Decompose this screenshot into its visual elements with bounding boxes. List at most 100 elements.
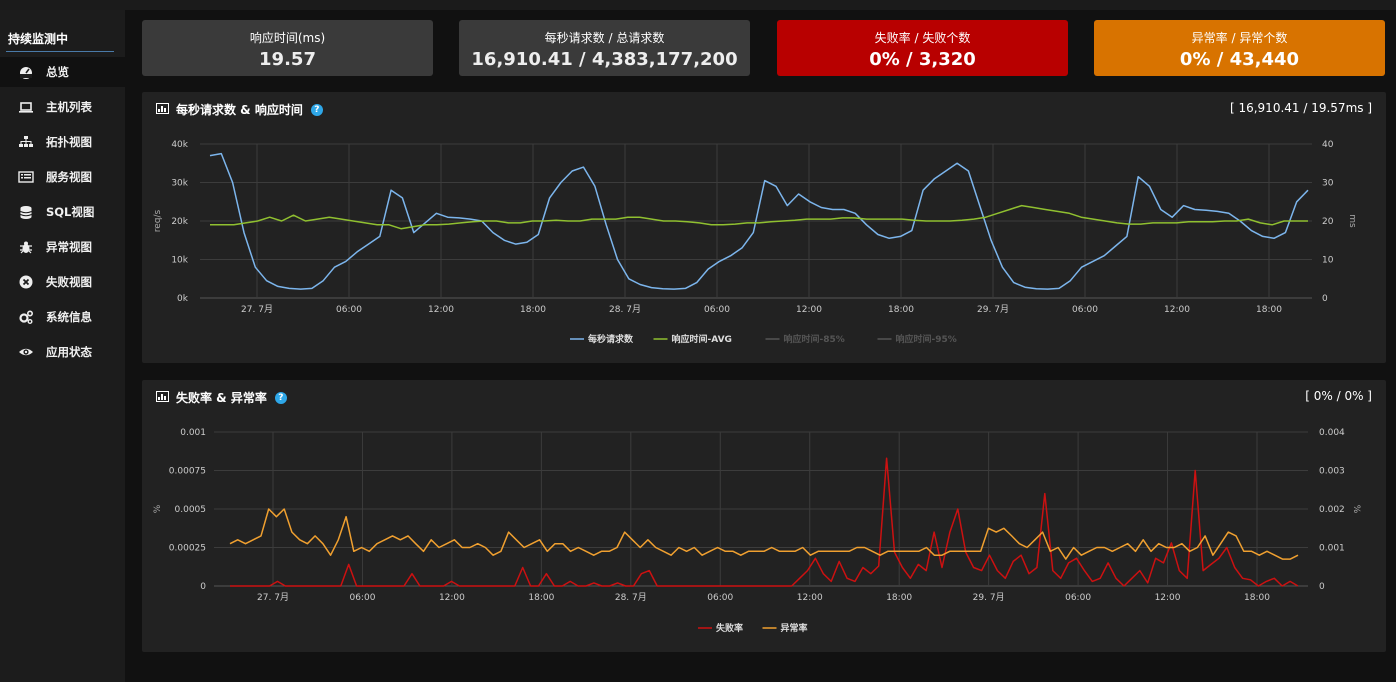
y-left-tick-label: 0k [177,294,189,304]
stat-label: 响应时间(ms) [249,31,326,45]
x-tick-label: 06:00 [1072,305,1098,315]
y-right-tick-label: 10 [1322,256,1334,266]
help-icon[interactable]: ? [310,103,323,116]
x-tick-label: 18:00 [1244,593,1270,603]
error-rate-chart: 0 0 0.00025 0.001 0.0005 0.002 0.00075 0.003 0.0… [153,428,1361,634]
y-left-axis-title: % [153,504,163,513]
y-right-tick-label: 40 [1322,140,1334,150]
y-right-tick-label: 0.001 [1319,544,1345,554]
chart-icon [156,102,169,117]
x-tick-label: 06:00 [707,593,733,603]
sidebar-item-0[interactable]: 总览 [0,57,125,87]
panel-title-text: 每秒请求数 & 响应时间 [176,103,303,117]
sidebar-item-label: 总览 [46,65,69,79]
error-rate-panel: 0 0 0.00025 0.001 0.0005 0.002 0.00075 0.003 0.0… [142,380,1386,652]
sidebar-item-1[interactable]: 主机列表 [0,92,125,122]
sidebar-item-label: 服务视图 [46,170,92,184]
y-right-tick-label: 0 [1322,294,1328,304]
x-tick-label: 28. 7月 [615,592,647,603]
legend-label: 响应时间-AVG [672,333,732,345]
sidebar-item-label: SQL视图 [46,205,95,219]
sidebar-item-5[interactable]: 异常视图 [0,232,125,262]
panel-summary: [ 0% / 0% ] [1305,389,1372,403]
x-tick-label: 18:00 [520,305,546,315]
x-tick-label: 29. 7月 [977,304,1009,315]
y-left-tick-label: 40k [171,140,188,150]
sidebar-item-3[interactable]: 服务视图 [0,162,125,192]
y-left-tick-label: 0.00075 [169,467,206,477]
series-line-1 [229,508,1299,560]
y-right-axis-title: ms [1347,214,1357,228]
x-circle-icon [18,274,34,290]
database-icon [18,204,34,220]
stat-value: 19.57 [259,49,316,70]
x-tick-label: 27. 7月 [241,304,273,315]
y-left-tick-label: 10k [171,256,188,266]
y-right-tick-label: 0.004 [1319,428,1345,438]
stat-label: 每秒请求数 / 总请求数 [544,31,665,45]
sidebar-item-7[interactable]: 系统信息 [0,302,125,332]
x-tick-label: 28. 7月 [609,304,641,315]
chart-legend: 失败率 异常率 [698,622,808,634]
x-tick-label: 18:00 [1256,305,1282,315]
sidebar-title: 持续监测中 [8,32,69,46]
eye-icon [18,344,34,360]
laptop-icon [18,99,34,115]
y-right-tick-label: 0.003 [1319,467,1345,477]
y-right-tick-label: 30 [1322,179,1334,189]
cogs-icon [18,309,34,325]
panel-summary: [ 16,910.41 / 19.57ms ] [1229,101,1372,115]
x-tick-label: 06:00 [336,305,362,315]
y-left-tick-label: 30k [171,179,188,189]
stat-card-exception: 异常率 / 异常个数 0% / 43,440 [1094,20,1385,76]
sidebar-item-label: 失败视图 [46,275,92,289]
sidebar-item-label: 拓扑视图 [46,135,92,149]
sidebar-item-label: 主机列表 [46,100,92,114]
y-right-axis-title: % [1351,505,1361,514]
sidebar-item-8[interactable]: 应用状态 [0,337,125,367]
x-tick-label: 18:00 [888,305,914,315]
chart-legend: 每秒请求数 响应时间-AVG 响应时间-85% 响应时间-95% [570,333,957,345]
series-line-1 [210,204,1308,230]
x-tick-label: 06:00 [349,593,375,603]
stat-card-response-time: 响应时间(ms) 19.57 [142,20,433,76]
x-tick-label: 06:00 [1065,593,1091,603]
x-tick-label: 18:00 [528,593,554,603]
sidebar-item-label: 应用状态 [46,345,92,359]
stat-card-failure: 失败率 / 失败个数 0% / 3,320 [777,20,1068,76]
series-line-0 [209,152,1309,290]
legend-label: 响应时间-95% [896,333,957,345]
y-left-tick-label: 20k [171,217,188,227]
sidebar-item-2[interactable]: 拓扑视图 [0,127,125,157]
bug-icon [18,239,34,255]
y-left-tick-label: 0.001 [180,428,206,438]
legend-label: 每秒请求数 [588,333,634,345]
sidebar: 持续监测中 总览主机列表拓扑视图服务视图 SQL视图异常视图失败视图系统信息应用状… [0,10,125,682]
throughput-panel: 0k 0 10k 10 20k 20 30k 30 40k 40 27. 7月 06:00 12:00 1… [142,92,1386,363]
x-tick-label: 29. 7月 [973,592,1005,603]
y-right-tick-label: 0 [1319,582,1325,592]
stat-label: 异常率 / 异常个数 [1191,31,1288,45]
x-tick-label: 18:00 [886,593,912,603]
chart-icon [156,390,169,405]
x-tick-label: 12:00 [796,305,822,315]
stat-card-requests: 每秒请求数 / 总请求数 16,910.41 / 4,383,177,200 [459,20,750,76]
x-tick-label: 12:00 [439,593,465,603]
sidebar-title-underline [6,51,114,52]
sidebar-item-6[interactable]: 失败视图 [0,267,125,297]
legend-label: 响应时间-85% [784,333,845,345]
throughput-chart: 0k 0 10k 10 20k 20 30k 30 40k 40 27. 7月 06:00 12:00 1… [153,140,1357,345]
help-icon[interactable]: ? [274,391,287,404]
dashboard-icon [18,64,34,80]
sidebar-item-label: 系统信息 [46,310,92,324]
panel-title: 每秒请求数 & 响应时间 ? [156,101,323,118]
x-tick-label: 06:00 [704,305,730,315]
stat-value: 16,910.41 / 4,383,177,200 [471,49,738,70]
panel-title-text: 失败率 & 异常率 [176,391,267,405]
y-left-tick-label: 0.0005 [175,505,207,515]
y-left-tick-label: 0.00025 [169,544,206,554]
y-right-tick-label: 20 [1322,217,1334,227]
sidebar-item-4[interactable]: SQL视图 [0,197,125,227]
x-tick-label: 12:00 [428,305,454,315]
x-tick-label: 12:00 [797,593,823,603]
